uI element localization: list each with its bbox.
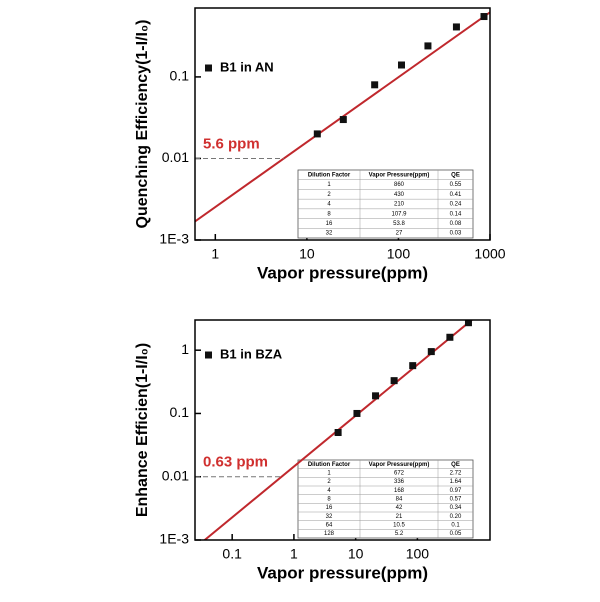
table-cell: 860 [394, 182, 405, 188]
data-point [424, 42, 432, 50]
y-tick-label: 1 [181, 341, 189, 357]
legend-label: B1 in BZA [220, 346, 283, 361]
table-cell: 16 [326, 221, 333, 227]
data-point [480, 13, 488, 21]
y-tick-label: 0.1 [170, 68, 190, 84]
data-point [397, 61, 405, 69]
x-axis-label: Vapor pressure(ppm) [257, 563, 428, 582]
table-cell: 0.03 [450, 231, 462, 237]
table-cell: 5.2 [395, 531, 404, 537]
table-cell: 32 [326, 231, 333, 237]
y-tick-label: 0.01 [162, 467, 189, 483]
table-cell: 32 [326, 514, 333, 520]
table-cell: 42 [396, 505, 403, 511]
table-cell: 0.24 [450, 202, 462, 208]
table-cell: 107.9 [391, 211, 407, 217]
table-cell: 2 [327, 479, 331, 485]
table-cell: 4 [327, 202, 331, 208]
data-point [372, 392, 380, 400]
x-tick-label: 10 [348, 546, 364, 562]
table-cell: 4 [327, 488, 331, 494]
legend-marker [205, 351, 212, 359]
data-point [409, 362, 417, 370]
data-point [464, 320, 472, 327]
x-tick-label: 10 [299, 246, 315, 262]
table-header: Dilution Factor [308, 462, 351, 468]
table-cell: 0.97 [450, 488, 462, 494]
threshold-label: 5.6 ppm [203, 135, 260, 152]
data-point [446, 333, 454, 341]
table-cell: 0.20 [450, 514, 462, 520]
table-cell: 0.08 [450, 221, 462, 227]
x-tick-label: 100 [406, 546, 430, 562]
x-tick-label: 1000 [474, 246, 505, 262]
x-tick-label: 100 [387, 246, 411, 262]
table-cell: 8 [327, 211, 331, 217]
table-cell: 2.72 [450, 471, 462, 477]
x-axis-label: Vapor pressure(ppm) [257, 263, 428, 282]
table-cell: 0.57 [450, 497, 462, 503]
table-header: Vapor Pressure(ppm) [369, 172, 430, 178]
table-cell: 84 [396, 497, 403, 503]
data-point [427, 348, 435, 356]
data-point [452, 23, 460, 31]
data-point [371, 81, 379, 89]
table-box [297, 459, 474, 539]
data-point [339, 116, 347, 124]
plot-frame [194, 7, 491, 241]
y-tick-label: 1E-3 [159, 531, 189, 547]
table-cell: 430 [394, 192, 405, 198]
table-cell: 168 [394, 488, 405, 494]
y-axis-label: Quenching Efficiency(1-I/I₀) [134, 19, 151, 228]
data-point [313, 130, 321, 138]
table-cell: 8 [327, 497, 331, 503]
table-cell: 0.05 [450, 531, 462, 537]
table-cell: 1.64 [450, 479, 462, 485]
table-box [297, 169, 474, 239]
chart-panel: 1 10 100 1000 1E-3 0.01 0.1 Vapor pressure(ppm)… [134, 7, 506, 282]
table-cell: 64 [326, 523, 333, 529]
table-cell: 0.55 [450, 182, 462, 188]
table-header: Dilution Factor [308, 172, 351, 178]
table-cell: 53.8 [393, 221, 405, 227]
x-tick-label: 1 [211, 246, 219, 262]
data-point [353, 409, 361, 417]
table-cell: 0.34 [450, 505, 462, 511]
data-point [334, 429, 342, 437]
data-point [390, 377, 398, 385]
table-cell: 672 [394, 471, 405, 477]
table-cell: 336 [394, 479, 405, 485]
table-cell: 16 [326, 505, 333, 511]
table-cell: 10.5 [393, 523, 405, 529]
fit-line [203, 320, 474, 540]
table-cell: 1 [327, 182, 331, 188]
table-cell: 210 [394, 202, 405, 208]
legend-marker [205, 64, 212, 72]
x-tick-label: 0.1 [222, 546, 242, 562]
table-header: QE [451, 172, 460, 178]
table-cell: 0.14 [450, 211, 462, 217]
y-tick-label: 1E-3 [159, 231, 189, 247]
y-axis-label: Enhance Efficien(1-I/I₀) [134, 343, 151, 517]
table-header: QE [451, 462, 460, 468]
table-cell: 27 [396, 231, 403, 237]
table-cell: 1 [327, 471, 331, 477]
table-header: Vapor Pressure(ppm) [369, 462, 430, 468]
table-cell: 2 [327, 192, 331, 198]
table-cell: 128 [324, 531, 335, 537]
y-tick-label: 0.01 [162, 149, 189, 165]
y-tick-label: 0.1 [170, 404, 190, 420]
threshold-label: 0.63 ppm [203, 454, 268, 471]
table-cell: 0.41 [450, 192, 462, 198]
plot-frame [194, 319, 491, 541]
table-cell: 21 [396, 514, 403, 520]
x-tick-label: 1 [290, 546, 298, 562]
table-cell: 0.1 [451, 523, 460, 529]
legend-label: B1 in AN [220, 59, 274, 74]
